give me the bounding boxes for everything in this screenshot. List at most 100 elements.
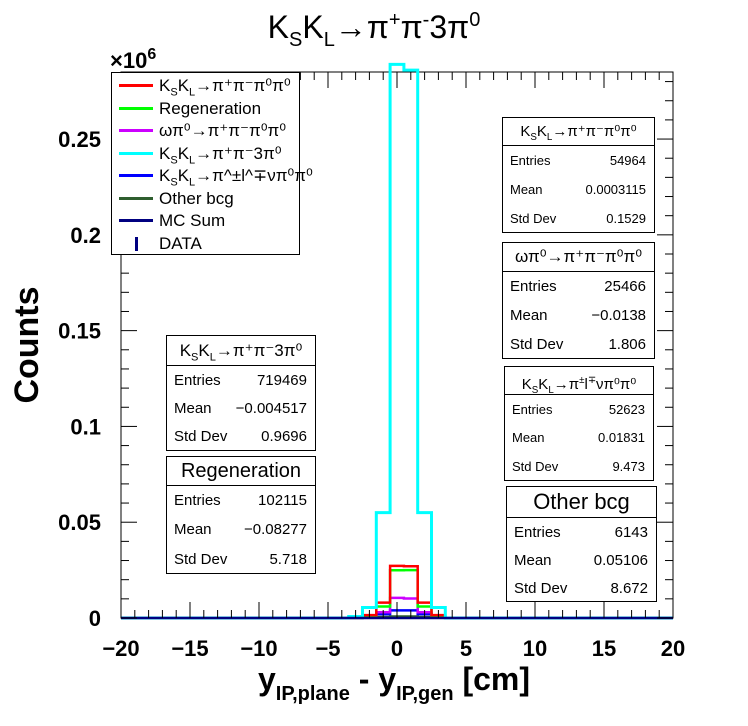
stat-row: Mean −0.0138: [503, 301, 654, 330]
stat-box-ksklpipipi0pi0: KSKL→π⁺π⁻π⁰π⁰ Entries 54964 Mean 0.0003115 St…: [502, 117, 655, 233]
legend-item: ωπ⁰→π⁺π⁻π⁰π⁰: [112, 120, 299, 142]
stat-row-value: 8.672: [610, 579, 648, 597]
axes: −20 −15 −10 −5 0 5 10 15 20 0 0.05 0.1 0.15 0.2 0.25: [58, 72, 685, 661]
stat-row-value: 0.05106: [593, 551, 648, 569]
stat-row: Mean 0.05106: [507, 546, 656, 574]
stat-box-title: Other bcg: [507, 487, 656, 518]
x-tick-label: −15: [171, 636, 208, 661]
legend-item: KSKL→π^±l^∓νπ⁰π⁰: [112, 165, 313, 188]
legend-label: Other bcg: [159, 188, 234, 208]
y-tick-label: 0.05: [58, 510, 101, 535]
x-tick-label: −10: [240, 636, 277, 661]
series-3-line: [121, 62, 673, 620]
stat-row-key: Entries: [174, 371, 221, 389]
stat-row-key: Entries: [510, 278, 557, 295]
stat-row: Entries 719469: [167, 366, 315, 394]
x-tick-label: −5: [315, 636, 340, 661]
stat-row-value: 102115: [258, 492, 307, 510]
stat-row: Std Dev 0.9696: [167, 423, 315, 451]
y-tick-label: 0.2: [70, 223, 101, 248]
stat-row-key: Mean: [174, 399, 212, 417]
y-tick-label: 0: [89, 606, 101, 631]
legend-swatch: [119, 174, 153, 177]
legend-item: KSKL→π⁺π⁻3π⁰: [112, 143, 299, 166]
stat-row-key: Mean: [174, 521, 212, 539]
y-multiplier-label: ×106: [110, 46, 156, 73]
stat-box-title: Regeneration: [167, 457, 315, 486]
chart-title: KSKL→π+π-3π0: [268, 9, 481, 51]
stat-row: Std Dev 1.806: [503, 330, 654, 359]
legend-label: KSKL→π^±l^∓νπ⁰π⁰: [159, 166, 313, 189]
stat-box-title: KSKL→π⁺π⁻π⁰π⁰: [503, 118, 654, 146]
stat-box-title: KSKL→π⁺π⁻3π⁰: [167, 336, 315, 366]
stat-row-key: Entries: [512, 401, 553, 417]
legend-label: MC Sum: [159, 211, 226, 230]
legend-label: KSKL→π⁺π⁻3π⁰: [159, 143, 282, 166]
stat-row: Std Dev 0.1529: [503, 204, 654, 233]
stat-row-value: 0.1529: [606, 211, 646, 226]
x-tick-label: 10: [523, 636, 547, 661]
x-tick-label: 0: [391, 636, 403, 661]
stat-row-value: −0.0138: [591, 307, 646, 324]
stat-row-key: Std Dev: [510, 336, 564, 353]
x-axis-label: yIP,plane - yIP,gen [cm]: [258, 661, 530, 705]
stat-box-title: ωπ⁰→π⁺π⁻π⁰π⁰: [503, 243, 654, 272]
stat-row: Entries 25466: [503, 272, 654, 301]
stat-row-value: 0.0003115: [585, 182, 647, 197]
legend-item: MC Sum: [112, 210, 299, 232]
stat-row-key: Entries: [514, 523, 561, 541]
legend-label: DATA: [159, 233, 202, 253]
stat-row: Std Dev 5.718: [167, 545, 315, 574]
stat-row-value: 52623: [608, 401, 645, 417]
stat-row: Std Dev 8.672: [507, 574, 656, 602]
stat-row-key: Entries: [174, 492, 221, 510]
x-tick-label: 15: [592, 636, 616, 661]
y-tick-label: 0.1: [70, 414, 101, 439]
legend-label: KSKL→π⁺π⁻π⁰π⁰: [159, 76, 291, 99]
stat-box-ksklsemilep: KSKL→π±l∓νπ⁰π⁰ Entries 52623 Mean 0.01831 Std…: [504, 366, 654, 481]
legend-item: Regeneration: [112, 98, 299, 120]
stat-row: Entries 6143: [507, 518, 656, 546]
stat-box-ksklpipi3pi0: KSKL→π⁺π⁻3π⁰ Entries 719469 Mean −0.004517 St…: [166, 335, 316, 451]
legend-swatch: [119, 219, 153, 222]
legend-swatch: [119, 196, 153, 200]
stat-row-value: 719469: [256, 371, 307, 389]
y-tick-label: 0.15: [58, 319, 101, 344]
stat-row-value: 5.718: [269, 550, 307, 568]
stat-row-key: Std Dev: [512, 459, 559, 475]
stat-row-key: Mean: [514, 551, 552, 569]
stat-row: Entries 102115: [167, 486, 315, 515]
stat-row-value: 0.9696: [261, 428, 307, 446]
legend-item: Other bcg: [112, 188, 299, 210]
stat-row: Mean 0.01831: [505, 424, 653, 453]
legend-swatch: [119, 129, 153, 132]
stat-row-key: Mean: [510, 307, 548, 324]
legend-item: DATA: [112, 233, 299, 255]
stat-row: Std Dev 9.473: [505, 452, 653, 481]
stat-row-key: Std Dev: [174, 550, 228, 568]
legend-swatch: [119, 151, 153, 155]
legend-swatch: [119, 84, 153, 87]
stat-box-title: KSKL→π±l∓νπ⁰π⁰: [505, 367, 653, 395]
stat-row-value: 1.806: [608, 336, 646, 353]
x-tick-label: 5: [460, 636, 472, 661]
legend-label: ωπ⁰→π⁺π⁻π⁰π⁰: [159, 121, 287, 140]
stat-box-otherbcg: Other bcg Entries 6143 Mean 0.05106 Std Dev 8.…: [506, 486, 657, 602]
stat-row: Mean −0.004517: [167, 394, 315, 422]
stat-row-value: 54964: [609, 153, 646, 168]
stat-row-value: 0.01831: [598, 430, 645, 446]
stat-row-key: Entries: [510, 153, 551, 168]
stat-row: Entries 52623: [505, 395, 653, 424]
legend-item: KSKL→π⁺π⁻π⁰π⁰: [112, 75, 299, 99]
stat-row-key: Std Dev: [514, 579, 568, 597]
legend-label: Regeneration: [159, 98, 262, 118]
y-tick-label: 0.25: [58, 127, 101, 152]
stat-row-key: Mean: [510, 182, 543, 197]
stat-row: Entries 54964: [503, 146, 654, 175]
stat-row: Mean 0.0003115: [503, 175, 654, 204]
stat-row-key: Mean: [512, 430, 545, 446]
y-axis-label: Counts: [8, 286, 46, 403]
stat-row-value: 25466: [604, 278, 646, 295]
stat-row: Mean −0.08277: [167, 515, 315, 544]
